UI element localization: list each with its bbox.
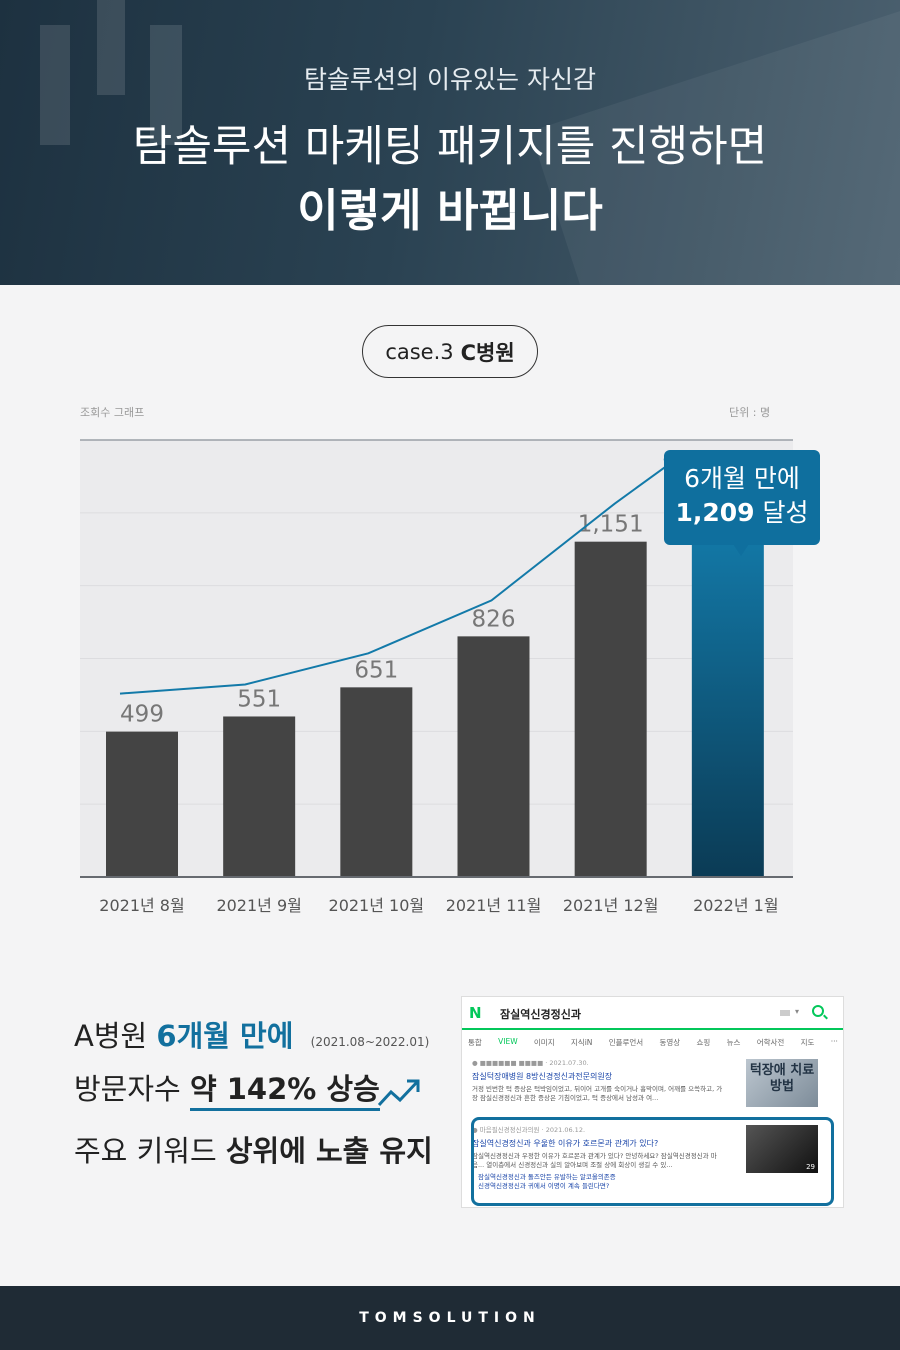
data-label: 651 [354,657,398,683]
callout-line2: 1,209 달성 [664,496,820,530]
summary-highlight: 6개월 만에 [156,1019,294,1053]
x-tick-label: 2021년 11월 [445,896,542,915]
search-result-item-highlighted: ● 마음필신경정신과의원 · 2021.06.12. 잠실역신경정신과 우울한 … [472,1124,827,1191]
data-label: 551 [237,686,281,712]
search-bar: N 잠실역신경정신과 ▾ [462,997,843,1030]
keyboard-icon [780,1010,790,1016]
case-prefix: case.3 [385,339,454,364]
result-thumbnail: 턱장애 치료방법 [746,1059,818,1107]
summary-increase: 약 142% 상승 [189,1072,380,1111]
chart-caption: 조회수 그래프 [80,406,145,419]
tab-kin: 지식iN [570,1038,593,1047]
result-title: 잠실역신경정신과 우울한 이유가 호르몬과 관계가 있다? [472,1139,659,1148]
hero-title-line2: 이렇게 바뀝니다 [297,184,603,237]
bar [106,731,178,877]
summary-range: (2021.08~2022.01) [310,1035,430,1049]
summary-subject: A병원 [74,1019,148,1053]
result-body: 거정 빈번한 턱 증상은 턱박임이었고, 뒤이어 고개를 숙이거나 흉막이며, … [472,1085,723,1102]
result-body: 잠실역신경정신과 우정한 이유가 호르몬과 관계가 있다? 안녕하세요? 잠실역… [472,1152,717,1169]
bar [223,716,296,877]
result-thumbnail: 29 [746,1125,818,1173]
tab-influencer: 인플루언서 [608,1038,644,1047]
search-query: 잠실역신경정신과 [500,1008,581,1021]
tab-more: ··· [830,1037,838,1046]
summary-keyword: 주요 키워드 [74,1134,217,1168]
trend-up-icon [377,1079,420,1107]
tab-shopping: 쇼핑 [696,1038,711,1047]
x-tick-label: 2021년 10월 [328,896,425,915]
tab-dictionary: 어학사전 [756,1038,785,1047]
data-label: 826 [472,606,516,632]
result-sublink: 잠실역신경정신과 돌즈안든 유발하는 알코올의존증 [478,1173,616,1181]
result-title: 잠실턱장애병원 8방신경정신과전문의원장 [472,1072,613,1081]
summary-line2: 방문자수 약 142% 상승 [74,1066,380,1111]
tab-news: 뉴스 [726,1038,741,1047]
x-tick-label: 2021년 8월 [99,896,185,915]
result-meta: ● ■■■■■■ ■■■■ · 2021.07.30. [472,1059,589,1067]
tab-image: 이미지 [533,1038,555,1047]
decor-bar [150,25,182,145]
highlight-frame [471,1117,834,1206]
summary-exposure: 상위에 노출 유지 [225,1134,433,1168]
naver-logo: N [469,1004,482,1022]
callout-value: 1,209 [675,498,755,527]
bar [574,541,647,877]
summary-line1: A병원 6개월 만에 (2021.08~2022.01) [74,1013,429,1055]
case-name: C병원 [460,340,515,365]
chevron-down-icon: ▾ [795,1007,800,1016]
tab-all: 통합 [468,1038,482,1047]
search-result-screenshot: N 잠실역신경정신과 ▾ 통합 VIEW 이미지 지식iN 인플루언서 동영상 … [461,996,844,1208]
callout-suffix: 달성 [762,498,809,527]
tab-map: 지도 [800,1038,815,1047]
bar [340,687,413,877]
unit-label: 단위 : 명 [729,406,771,419]
search-icon [812,1005,824,1017]
tab-video: 동영상 [659,1038,681,1047]
hero-title-line1: 탐솔루션 마케팅 패키지를 진행하면 [132,122,768,172]
summary-line3: 주요 키워드 상위에 노출 유지 [74,1128,433,1170]
search-tabs: 통합 VIEW 이미지 지식iN 인플루언서 동영상 쇼핑 뉴스 어학사전 지도… [468,1037,838,1048]
result-sublink: 신경역신경정신과 귀에서 이명이 계속 들린다면? [478,1182,610,1190]
decor-bar [40,25,70,145]
callout-line1: 6개월 만에 [684,464,800,493]
bar-highlight [691,524,764,877]
search-result-item: ● ■■■■■■ ■■■■ · 2021.07.30. 잠실턱장애병원 8방신경… [472,1059,827,1103]
data-label: 499 [120,702,164,728]
case-badge: case.3 C병원 [362,325,538,378]
thumbnail-count: 29 [806,1163,815,1171]
highlight-callout: 6개월 만에 1,209 달성 [664,450,820,556]
tab-view: VIEW [498,1037,518,1046]
x-tick-label: 2022년 1월 [693,896,779,915]
result-meta: ● 마음필신경정신과의원 · 2021.06.12. [472,1126,586,1134]
bar [457,636,530,877]
trend-arrow [119,459,677,695]
x-tick-label: 2021년 12월 [562,896,659,915]
footer-brand: TOMSOLUTION [0,1286,900,1350]
x-tick-label: 2021년 9월 [216,896,302,915]
summary-visitors: 방문자수 [74,1072,181,1106]
hero-subtitle: 탐솔루션의 이유있는 자신감 [304,65,596,94]
decor-bar [97,0,125,95]
hero-banner: 탐솔루션의 이유있는 자신감 탐솔루션 마케팅 패키지를 진행하면 이렇게 바뀝… [0,0,900,285]
